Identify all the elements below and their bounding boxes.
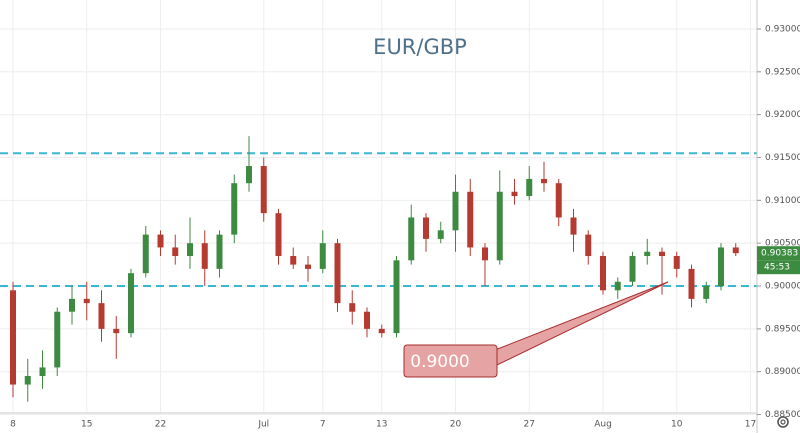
candle-body bbox=[423, 217, 429, 239]
candle-body bbox=[319, 243, 326, 269]
candle-body bbox=[187, 243, 193, 257]
candle-body bbox=[69, 298, 75, 312]
candle-body bbox=[39, 367, 46, 376]
x-tick-label: 22 bbox=[155, 420, 166, 430]
candle-body bbox=[644, 251, 651, 257]
annotation: 0.9000 bbox=[403, 281, 669, 378]
chart-title: EUR/GBP bbox=[373, 35, 467, 59]
annotation-box bbox=[403, 344, 498, 378]
candle-body bbox=[393, 260, 400, 334]
candle-body bbox=[555, 183, 562, 218]
plot bbox=[0, 136, 757, 402]
candle-body bbox=[585, 234, 592, 257]
candle-body bbox=[349, 303, 356, 312]
candle-body bbox=[437, 230, 444, 239]
candle-body bbox=[216, 234, 223, 269]
candle-body bbox=[157, 234, 164, 248]
candle-body bbox=[260, 166, 267, 214]
annotation-text: 0.9000 bbox=[410, 352, 469, 372]
candle-body bbox=[305, 264, 311, 269]
gear[interactable] bbox=[777, 416, 789, 428]
candle-body bbox=[673, 256, 680, 269]
candle-body bbox=[703, 286, 710, 299]
candle-body bbox=[452, 191, 459, 231]
candle-body bbox=[496, 191, 503, 261]
candle-body bbox=[600, 256, 606, 291]
y-tick-label: 0.91500 bbox=[765, 153, 800, 163]
candle-body bbox=[113, 328, 120, 334]
countdown-label: 45:53 bbox=[764, 263, 790, 273]
candle-body bbox=[246, 166, 252, 184]
x-tick-label: 10 bbox=[671, 420, 683, 430]
candle-body bbox=[378, 328, 385, 334]
candle-body bbox=[526, 178, 533, 197]
candle-body bbox=[128, 273, 134, 334]
candle-body bbox=[408, 217, 415, 261]
x-tick-label: 8 bbox=[10, 420, 16, 430]
x-tick-label: 17 bbox=[745, 420, 756, 430]
candle-body bbox=[614, 281, 621, 291]
candle-body bbox=[659, 251, 665, 257]
y-tick-label: 0.92500 bbox=[765, 67, 800, 77]
x-tick-label: 20 bbox=[450, 420, 462, 430]
candle-body bbox=[570, 217, 577, 235]
candle-body bbox=[10, 290, 16, 385]
x-tick-label: Aug bbox=[594, 420, 612, 430]
settings-icon[interactable] bbox=[777, 416, 789, 428]
x-tick-label: 15 bbox=[81, 420, 92, 430]
candle-body bbox=[54, 311, 61, 368]
candle-body bbox=[24, 375, 31, 385]
y-tick-label: 0.93000 bbox=[765, 24, 800, 34]
gear-hub[interactable] bbox=[780, 419, 786, 425]
y-tick-label: 0.88500 bbox=[765, 410, 800, 420]
candle-body bbox=[629, 256, 636, 282]
candle-body bbox=[231, 183, 238, 235]
countdown-tag bbox=[757, 260, 800, 275]
last-price-label: 0.90383 bbox=[761, 249, 798, 259]
candle-body bbox=[334, 243, 341, 304]
x-tick-label: Jul bbox=[257, 420, 269, 430]
y-tick-label: 0.89500 bbox=[765, 324, 800, 334]
candle-body bbox=[467, 191, 474, 248]
candle-body bbox=[290, 256, 297, 265]
last-price-tag bbox=[757, 246, 800, 261]
candle-body bbox=[364, 311, 370, 329]
candle-body bbox=[482, 247, 488, 261]
candle-body bbox=[201, 243, 208, 269]
candle-body bbox=[511, 191, 518, 197]
y-tick-label: 0.92000 bbox=[765, 110, 800, 120]
candle-body bbox=[275, 213, 282, 257]
x-tick-label: 27 bbox=[524, 420, 535, 430]
candle-body bbox=[718, 247, 724, 287]
x-tick-label: 7 bbox=[320, 420, 326, 430]
y-tick-label: 0.89000 bbox=[765, 367, 800, 377]
candle-body bbox=[142, 234, 149, 274]
candle-body bbox=[83, 298, 90, 304]
candle-body bbox=[541, 178, 547, 184]
candle-body bbox=[98, 303, 105, 329]
y-tick-label: 0.91000 bbox=[765, 196, 800, 206]
candle-body bbox=[732, 247, 739, 254]
x-tick-label: 13 bbox=[376, 420, 387, 430]
y-tick-label: 0.90500 bbox=[765, 239, 800, 249]
candle-body bbox=[172, 247, 179, 257]
y-tick-label: 0.90000 bbox=[765, 282, 800, 292]
candle-body bbox=[688, 268, 695, 299]
